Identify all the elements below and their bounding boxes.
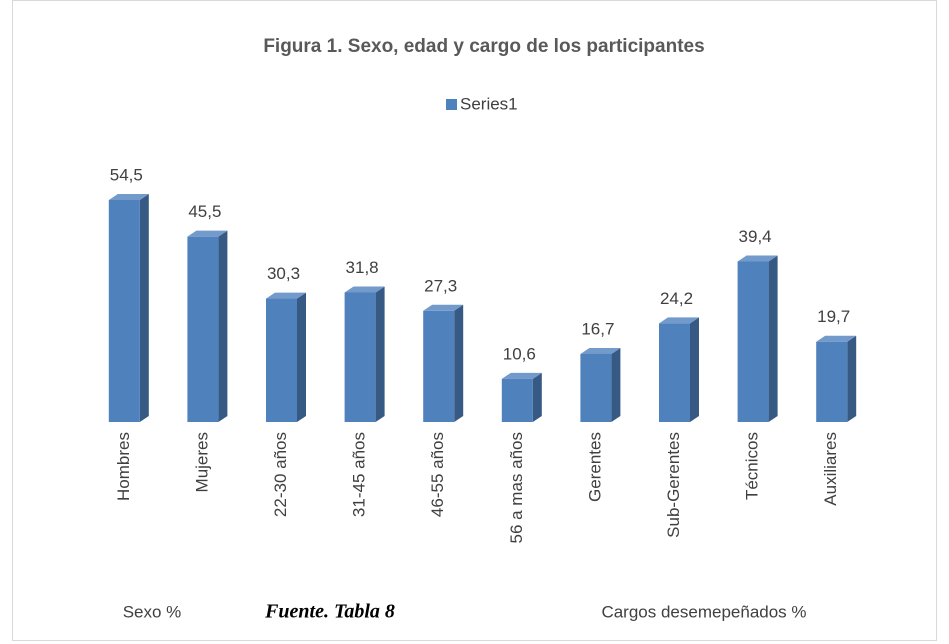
bar-top [580, 347, 621, 354]
bar-side [690, 317, 699, 422]
bar-side [532, 372, 542, 422]
data-label: 54,5 [110, 165, 143, 184]
data-label: 24,2 [660, 289, 693, 308]
bar-side [611, 347, 621, 422]
bar [187, 236, 219, 422]
legend-label: Series1 [460, 94, 518, 113]
bar [501, 378, 533, 422]
data-label: 45,5 [188, 202, 221, 221]
bar-top [266, 292, 306, 299]
x-tick-label: Hombres [114, 432, 133, 501]
x-tick-label: 56 a mas años [507, 432, 526, 544]
x-tick-label: 46-55 años [428, 432, 447, 517]
bar [659, 323, 690, 422]
bar [423, 310, 455, 422]
chart-border [12, 0, 937, 641]
x-tick-label: 31-45 años [350, 432, 369, 517]
chart-title: Figura 1. Sexo, edad y cargo de los part… [263, 36, 704, 57]
x-tick-label: Sub-Gerentes [664, 432, 683, 538]
bar-top [816, 335, 857, 342]
bar-top [423, 304, 464, 311]
bar-top [501, 372, 542, 379]
bar-top [187, 230, 228, 237]
bar-top [659, 317, 699, 324]
x-tick-label: Gerentes [585, 432, 604, 502]
bar [580, 353, 612, 422]
bar-side [139, 194, 149, 422]
x-tick-label: Mujeres [192, 432, 211, 492]
bar [344, 292, 376, 422]
legend-swatch [446, 99, 457, 110]
annotation: Cargos desemepeñados % [601, 602, 806, 621]
x-tick-label: Auxiliares [821, 432, 840, 506]
bar [108, 200, 140, 422]
bar-side [375, 286, 385, 422]
bar-side [847, 335, 857, 422]
bar-top [108, 194, 149, 200]
data-label: 16,7 [581, 319, 614, 338]
bar [737, 261, 769, 422]
data-label: 10,6 [503, 344, 536, 363]
data-label: 30,3 [267, 264, 300, 283]
bar-side [297, 292, 306, 422]
bar-top [737, 255, 778, 262]
bar [816, 341, 848, 422]
annotation: Sexo % [123, 602, 182, 621]
x-tick-label: Técnicos [743, 432, 762, 500]
annotation: Fuente. Tabla 8 [264, 601, 395, 623]
data-label: 39,4 [739, 227, 772, 246]
bar-top [344, 286, 385, 293]
data-label: 31,8 [346, 258, 379, 277]
x-tick-label: 22-30 años [271, 432, 290, 517]
bar-side [768, 255, 778, 422]
bar-side [454, 304, 464, 422]
bar-side [218, 230, 228, 422]
bar [266, 298, 297, 422]
data-label: 19,7 [817, 307, 850, 326]
data-label: 27,3 [424, 276, 457, 295]
